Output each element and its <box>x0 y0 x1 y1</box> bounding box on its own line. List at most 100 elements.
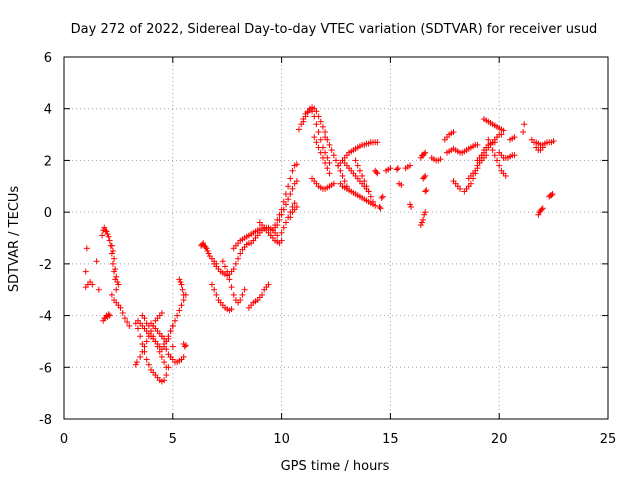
data-point <box>354 162 361 169</box>
series-arc-45 <box>402 162 413 172</box>
data-point <box>367 193 374 200</box>
data-point <box>421 150 428 157</box>
data-point <box>117 304 124 311</box>
data-point <box>169 322 176 329</box>
data-point <box>319 154 326 161</box>
y-tick-label: 0 <box>44 206 52 221</box>
data-point <box>105 233 112 240</box>
data-point <box>287 214 294 221</box>
series-arc-27 <box>272 178 300 231</box>
data-point <box>395 165 402 172</box>
series-arc-59 <box>485 136 509 179</box>
series-arc-33 <box>309 175 337 192</box>
series-arc-35 <box>335 139 381 169</box>
series-arc-16 <box>180 341 189 350</box>
data-point <box>163 364 170 371</box>
series-arc-62 <box>520 121 528 135</box>
data-point <box>313 121 320 128</box>
data-point <box>535 211 542 218</box>
y-tick-label: 4 <box>44 103 52 118</box>
data-point <box>313 139 320 146</box>
data-point <box>521 121 528 128</box>
y-tick-label: -8 <box>39 413 52 428</box>
x-tick-labels: 0 5 10 15 20 25 <box>60 432 616 447</box>
data-point <box>421 211 428 218</box>
data-point <box>109 260 116 267</box>
data-point <box>291 200 298 207</box>
series-arc-31 <box>300 107 333 167</box>
data-point <box>341 178 348 185</box>
data-point <box>417 222 424 229</box>
data-point <box>333 157 339 164</box>
data-point <box>158 353 165 360</box>
data-point <box>315 144 322 151</box>
data-points <box>82 104 557 385</box>
data-point <box>145 361 152 368</box>
data-point <box>324 165 331 172</box>
data-point <box>102 227 109 234</box>
data-point <box>379 193 386 200</box>
data-point <box>219 258 226 265</box>
data-point <box>99 232 106 239</box>
series-arc-22 <box>230 225 263 252</box>
data-point <box>289 167 296 174</box>
data-point <box>180 297 187 304</box>
data-point <box>330 152 337 159</box>
series-arc-64 <box>533 144 546 154</box>
data-point <box>103 228 110 235</box>
data-point <box>539 144 546 151</box>
data-point <box>267 232 274 239</box>
data-point <box>156 348 163 355</box>
data-point <box>148 328 155 335</box>
series-arc-34 <box>322 134 350 190</box>
data-point <box>235 255 242 262</box>
data-point <box>137 353 144 360</box>
y-tick-label: -2 <box>39 258 52 273</box>
data-point <box>489 147 496 154</box>
data-point <box>112 266 119 273</box>
axis-ticks <box>63 56 609 420</box>
series-arc-04 <box>100 311 113 324</box>
data-point <box>408 203 415 210</box>
data-point <box>134 325 141 332</box>
data-point <box>315 128 322 135</box>
data-point <box>124 319 131 326</box>
series-arc-42 <box>383 165 394 174</box>
data-point <box>178 281 185 288</box>
data-point <box>108 242 115 249</box>
data-point <box>293 203 300 210</box>
data-point <box>356 167 363 174</box>
data-point <box>406 201 413 208</box>
grid-lines <box>64 57 608 419</box>
data-point <box>387 165 394 172</box>
data-point <box>437 156 444 163</box>
data-point <box>121 315 128 322</box>
y-tick-label: 2 <box>44 154 52 169</box>
data-point <box>101 224 108 231</box>
data-point <box>137 333 144 340</box>
data-point <box>165 335 172 342</box>
data-point <box>474 162 481 169</box>
data-point <box>133 359 140 366</box>
data-point <box>500 127 507 134</box>
data-point <box>502 172 509 179</box>
series-arc-41 <box>376 203 384 212</box>
data-point <box>111 255 118 262</box>
data-point <box>203 245 210 252</box>
data-point <box>161 341 168 348</box>
data-point <box>539 205 546 212</box>
data-point <box>83 245 90 252</box>
data-point <box>106 237 113 244</box>
data-point <box>311 134 318 141</box>
data-point <box>202 244 209 251</box>
series-arc-08 <box>132 320 176 385</box>
data-point <box>317 136 324 143</box>
series-arc-25 <box>256 219 285 247</box>
data-point <box>549 191 556 198</box>
data-point <box>422 188 429 195</box>
series-arc-49 <box>422 187 430 195</box>
data-point <box>180 353 187 360</box>
data-point <box>163 372 170 379</box>
data-point <box>330 180 337 187</box>
series-arc-52 <box>441 128 457 143</box>
